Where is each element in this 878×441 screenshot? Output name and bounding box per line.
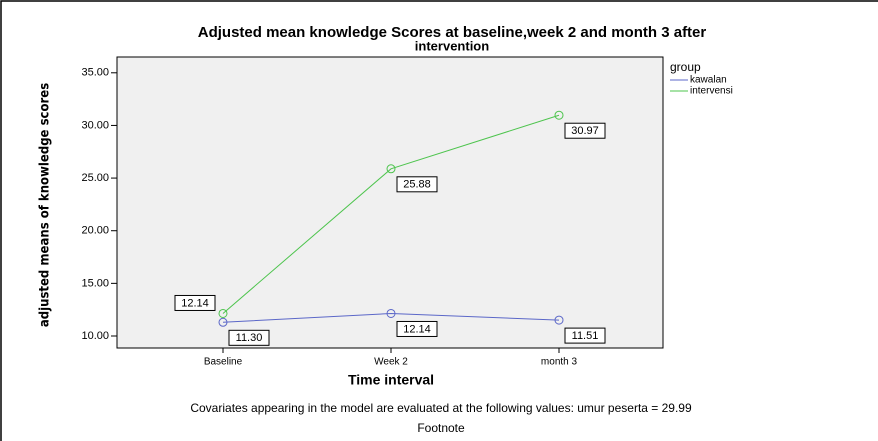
value-label: 25.88 xyxy=(403,179,431,191)
value-label: 11.30 xyxy=(236,332,263,344)
data-point xyxy=(386,164,396,174)
series-line xyxy=(222,114,560,314)
y-tick-label: 25.00 xyxy=(81,172,109,184)
chart-title: Adjusted mean knowledge Scores at baseli… xyxy=(198,24,707,41)
value-label-box xyxy=(564,122,606,139)
x-tick-label: Baseline xyxy=(204,357,243,368)
x-tick-label: Week 2 xyxy=(374,357,408,368)
legend-title: group xyxy=(670,60,701,74)
data-point xyxy=(554,315,564,325)
data-point xyxy=(554,110,564,120)
data-point xyxy=(218,308,228,318)
y-axis-label: adjusted means of knowledge scores xyxy=(38,83,53,327)
data-point xyxy=(386,308,396,318)
value-label: 12.14 xyxy=(403,323,431,335)
value-label-box xyxy=(396,320,438,337)
footnote: Covariates appearing in the model are ev… xyxy=(190,401,692,415)
series-line xyxy=(222,312,560,323)
value-label-box xyxy=(564,327,606,344)
y-tick-label: 35.00 xyxy=(81,67,109,79)
data-point xyxy=(218,317,228,327)
y-tick-label: 15.00 xyxy=(81,277,109,289)
x-axis-label: Time interval xyxy=(348,372,434,388)
value-label-box xyxy=(396,176,438,193)
legend-label: kawalan xyxy=(690,75,727,86)
legend-label: intervensi xyxy=(690,86,733,97)
value-label: 12.14 xyxy=(181,297,209,309)
value-label: 11.51 xyxy=(572,330,599,342)
y-tick-label: 20.00 xyxy=(81,225,109,237)
y-tick-label: 30.00 xyxy=(81,119,109,131)
chart-title: intervention xyxy=(415,38,489,53)
x-tick-label: month 3 xyxy=(541,357,578,368)
value-label-box xyxy=(174,294,216,311)
value-label-box xyxy=(228,329,270,346)
footnote: Footnote xyxy=(417,421,465,435)
value-label: 30.97 xyxy=(571,125,599,137)
y-tick-label: 10.00 xyxy=(81,330,109,342)
